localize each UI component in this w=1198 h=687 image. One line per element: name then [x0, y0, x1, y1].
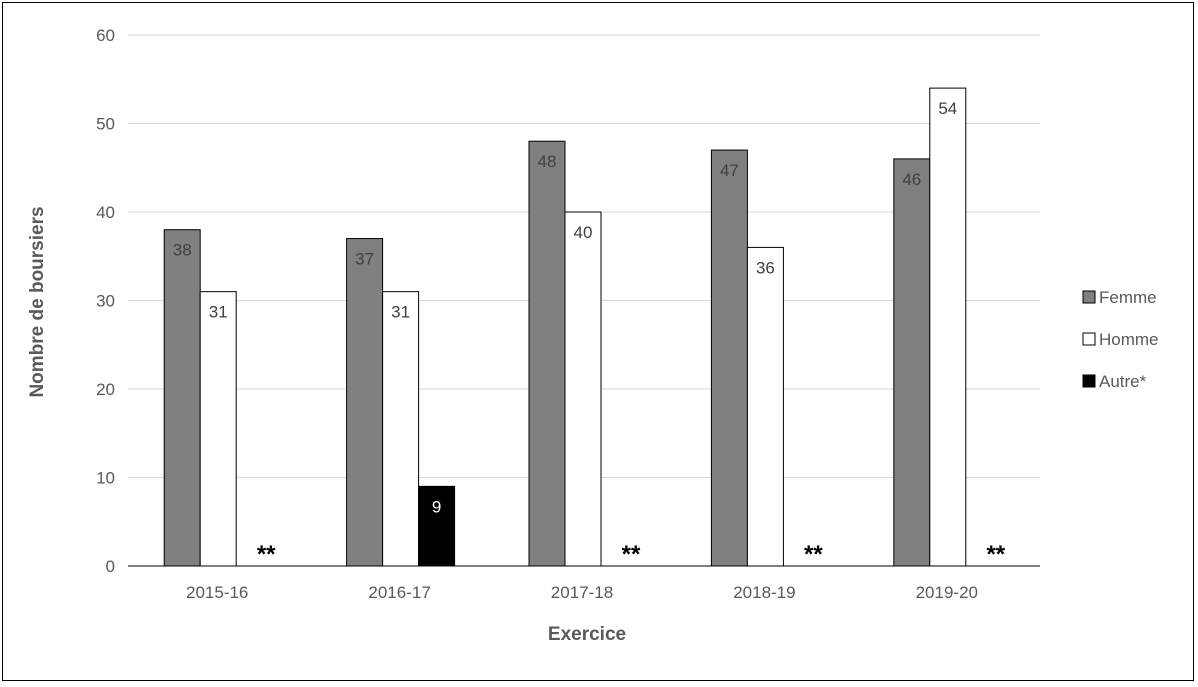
bar-homme-2017-18 [564, 211, 602, 567]
y-axis-title: Nombre de boursiers [27, 206, 48, 397]
legend-swatch [1082, 374, 1096, 388]
bar-femme-2016-17 [346, 238, 384, 567]
bar-femme-2019-20 [893, 158, 931, 567]
x-axis-ticks: 2015-16 2016-17 2017-18 2018-19 2019-20 [186, 583, 978, 602]
data-label: 31 [209, 303, 228, 322]
suppressed-marker: ** [804, 541, 823, 568]
bars [163, 87, 967, 567]
data-label: 47 [720, 161, 739, 180]
data-label: 37 [355, 250, 374, 269]
data-label: 46 [902, 170, 921, 189]
x-tick-label: 2015-16 [186, 583, 248, 602]
y-tick-label: 0 [106, 557, 115, 576]
data-label: 48 [538, 152, 557, 171]
data-label: 36 [756, 258, 775, 277]
legend: Femme Homme Autre* [1082, 288, 1159, 391]
legend-label: Femme [1099, 288, 1157, 307]
bar-homme-2016-17 [382, 291, 420, 567]
y-tick-label: 40 [96, 203, 115, 222]
y-tick-label: 10 [96, 469, 115, 488]
bar-homme-2019-20 [929, 87, 967, 567]
legend-label: Homme [1099, 330, 1159, 349]
x-tick-label: 2016-17 [368, 583, 430, 602]
y-tick-label: 30 [96, 292, 115, 311]
data-label: 40 [574, 223, 593, 242]
x-tick-label: 2017-18 [551, 583, 613, 602]
y-tick-label: 60 [96, 26, 115, 45]
legend-swatch [1082, 290, 1096, 304]
suppressed-marker: ** [257, 541, 276, 568]
bar-femme-2015-16 [163, 229, 201, 567]
bar-chart: 0 10 20 30 40 50 60 2015-16 2016-17 2017-18 2018-… [27, 26, 1159, 645]
x-axis-title: Exercice [548, 624, 626, 645]
legend-label: Autre* [1099, 372, 1147, 391]
data-label: 54 [938, 99, 957, 118]
data-labels: 38 37 48 47 46 31 31 40 36 54 ** 9 ** ** ** [173, 99, 1006, 568]
bar-femme-2018-19 [710, 149, 748, 567]
data-label: 38 [173, 241, 192, 260]
suppressed-marker: ** [622, 541, 641, 568]
y-axis-ticks: 0 10 20 30 40 50 60 [96, 26, 115, 576]
x-tick-label: 2018-19 [733, 583, 795, 602]
bar-homme-2015-16 [199, 291, 237, 567]
data-label: 31 [391, 303, 410, 322]
bar-homme-2018-19 [746, 246, 784, 567]
bar-femme-2017-18 [528, 140, 566, 567]
y-tick-label: 20 [96, 380, 115, 399]
legend-swatch [1082, 332, 1096, 346]
suppressed-marker: ** [986, 541, 1005, 568]
y-tick-label: 50 [96, 115, 115, 134]
x-tick-label: 2019-20 [916, 583, 978, 602]
data-label: 9 [432, 497, 441, 516]
